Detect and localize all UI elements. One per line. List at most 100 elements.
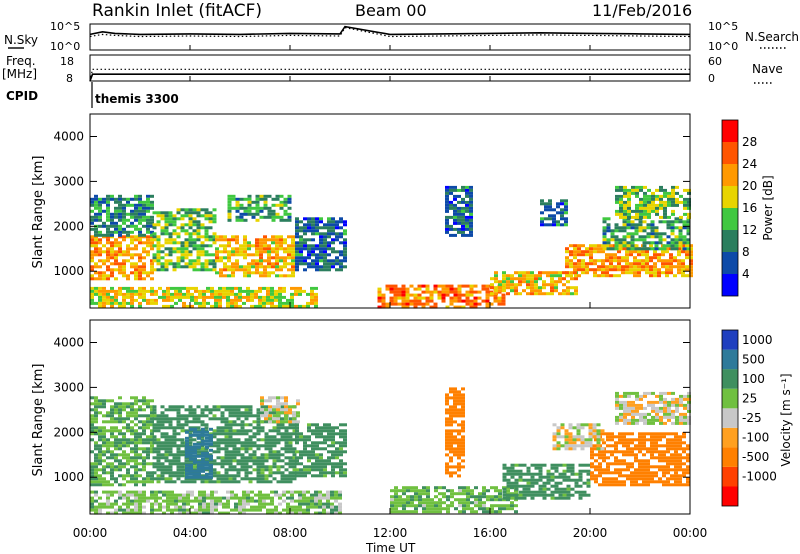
cell-region-8 xyxy=(522,271,526,275)
cell-region-7 xyxy=(574,481,579,485)
cell-region-11 xyxy=(639,203,643,207)
cell-region-0 xyxy=(102,244,106,248)
cell-region-4 xyxy=(327,438,331,442)
cell-region-8 xyxy=(646,465,650,469)
cell-region-1 xyxy=(284,441,289,445)
cell-region-4 xyxy=(239,212,244,216)
cell-region-9 xyxy=(580,426,585,430)
cell-region-0 xyxy=(98,483,102,487)
cell-region-7 xyxy=(522,487,527,491)
cell-region-0 xyxy=(146,438,150,442)
cell-region-10 xyxy=(615,394,619,398)
cell-region-2 xyxy=(192,268,197,272)
cell-region-0 xyxy=(150,265,154,269)
cell-region-1 xyxy=(152,417,157,421)
cell-region-8 xyxy=(590,453,594,457)
cell-region-7 xyxy=(497,299,502,303)
cell-region-7 xyxy=(518,469,523,473)
cell-region-10 xyxy=(655,418,659,422)
cell-region-5 xyxy=(331,217,335,221)
cell-region-7 xyxy=(437,284,442,288)
cell-region-6 xyxy=(478,507,482,511)
cell-region-9 xyxy=(669,256,673,260)
cell-region-5 xyxy=(214,508,218,512)
cell-region-9 xyxy=(661,259,665,263)
cell-region-2 xyxy=(184,253,189,257)
cell-region-4 xyxy=(235,218,240,222)
cell-region-0 xyxy=(150,477,154,481)
cell-region-7 xyxy=(526,487,531,491)
cell-region-0 xyxy=(146,435,150,439)
cell-region-3 xyxy=(283,250,287,254)
cell-region-3 xyxy=(255,250,259,254)
cell-region-5 xyxy=(311,223,315,227)
cell-region-1 xyxy=(200,480,205,484)
cell-region-4 xyxy=(247,203,252,207)
cell-region-10 xyxy=(602,241,607,245)
cell-region-0 xyxy=(106,265,110,269)
cell-region-5 xyxy=(311,244,315,248)
cell-region-7 xyxy=(473,284,478,288)
cell-region-5 xyxy=(118,496,122,500)
cell-region-4 xyxy=(319,459,323,463)
cell-region-8 xyxy=(650,480,654,484)
cell-region-8 xyxy=(674,435,678,439)
cell-region-1 xyxy=(220,411,225,415)
cell-region-2 xyxy=(196,208,201,212)
cell-region-1 xyxy=(216,405,221,409)
cell-region-0 xyxy=(134,274,138,278)
cell-region-7 xyxy=(518,475,523,479)
cell-region-8 xyxy=(666,462,670,466)
cell-region-3 xyxy=(223,256,227,260)
cell-region-5 xyxy=(126,511,130,515)
cell-region-8 xyxy=(622,468,626,472)
cell-region-1 xyxy=(248,423,253,427)
cell-region-0 xyxy=(134,417,138,421)
cell-region-5 xyxy=(182,496,186,500)
cell-region-4 xyxy=(259,194,264,198)
cell-region-0 xyxy=(142,456,146,460)
cell-region-2 xyxy=(204,262,209,266)
cell-region-10 xyxy=(626,223,631,227)
cell-region-0 xyxy=(94,253,98,257)
cell-region-12 xyxy=(461,230,465,234)
cell-region-11 xyxy=(635,215,639,219)
cell-region-7 xyxy=(582,463,587,467)
cell-region-11 xyxy=(643,197,647,201)
cell-region-3 xyxy=(291,265,295,269)
cell-region-8 xyxy=(658,465,662,469)
cell-region-9 xyxy=(573,244,577,248)
cell-region-5 xyxy=(210,499,214,503)
cell-region-4 xyxy=(299,450,303,454)
cell-region-2 xyxy=(180,253,185,257)
cell-region-0 xyxy=(118,474,122,478)
cell-region-12 xyxy=(469,212,473,216)
cell-region-5 xyxy=(94,490,98,494)
cell-region-1 xyxy=(244,417,249,421)
cell-region-0 xyxy=(114,250,118,254)
cell-region-5 xyxy=(246,502,250,506)
cell-region-2 xyxy=(188,250,193,254)
cell-region-3 xyxy=(275,262,279,266)
cell-region-1 xyxy=(260,465,265,469)
cell-region-1 xyxy=(138,215,142,219)
cell-region-8 xyxy=(490,283,494,287)
cell-region-1 xyxy=(220,474,225,478)
cell-region-6 xyxy=(394,504,398,508)
cell-region-6 xyxy=(98,292,102,296)
cell-region-5 xyxy=(343,220,347,224)
cell-region-0 xyxy=(114,426,118,430)
cell-region-10 xyxy=(658,235,663,239)
cell-region-6 xyxy=(238,298,242,302)
cell-region-0 xyxy=(110,435,114,439)
cell-region-1 xyxy=(248,438,253,442)
cell-region-1 xyxy=(256,432,261,436)
cell-region-5 xyxy=(335,238,339,242)
cell-region-9 xyxy=(597,274,601,278)
cell-region-12 xyxy=(453,197,457,201)
cell-region-9 xyxy=(617,265,621,269)
cell-region-1 xyxy=(240,432,245,436)
cell-region-5 xyxy=(218,511,222,515)
cell-region-0 xyxy=(134,483,138,487)
cell-region-9 xyxy=(588,432,593,436)
